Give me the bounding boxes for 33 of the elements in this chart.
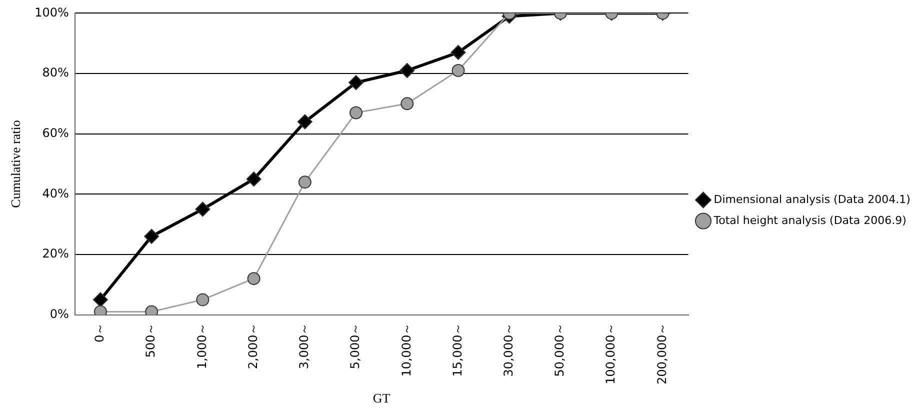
y-tick-label: 100% — [34, 5, 69, 20]
y-tick-label: 0% — [50, 306, 69, 321]
x-tick-label: 100,000～ — [604, 322, 618, 384]
x-tick-label: 3,000～ — [297, 322, 312, 370]
x-tick-label: 500～ — [144, 322, 158, 358]
x-axis-title: GT — [372, 390, 390, 406]
legend-label: Total height analysis (Data 2006.9) — [712, 214, 906, 227]
point — [92, 292, 108, 308]
x-tick-label: 10,000～ — [399, 322, 414, 377]
y-tick-label: 20% — [42, 246, 69, 261]
x-tick-label: 2,000～ — [246, 322, 260, 370]
point — [144, 228, 160, 244]
point — [246, 172, 262, 187]
x-tick-label: 1,000～ — [194, 322, 209, 370]
x-tick-label: 15,000～ — [450, 322, 464, 377]
x-tick-label: 5,000～ — [348, 322, 362, 370]
point — [195, 202, 210, 217]
x-tick-label: 0～ — [92, 322, 107, 342]
point — [297, 114, 312, 130]
y-tick-label: 60% — [42, 126, 69, 140]
point — [350, 106, 363, 120]
y-tick-label: 80% — [42, 66, 69, 80]
point — [348, 75, 364, 90]
y-tick-label: 40% — [42, 186, 69, 200]
x-tick-label: 30,000～ — [501, 322, 516, 377]
point — [298, 176, 312, 189]
point — [196, 293, 210, 306]
x-tick-label: 50,000～ — [552, 322, 567, 377]
point — [400, 97, 414, 110]
y-axis-title: Cumulative ratio — [8, 120, 24, 208]
x-tick-label: 200,000～ — [654, 322, 669, 384]
point — [247, 272, 260, 286]
legend-label: Dimensional analysis (Data 2004.1) — [714, 192, 910, 206]
